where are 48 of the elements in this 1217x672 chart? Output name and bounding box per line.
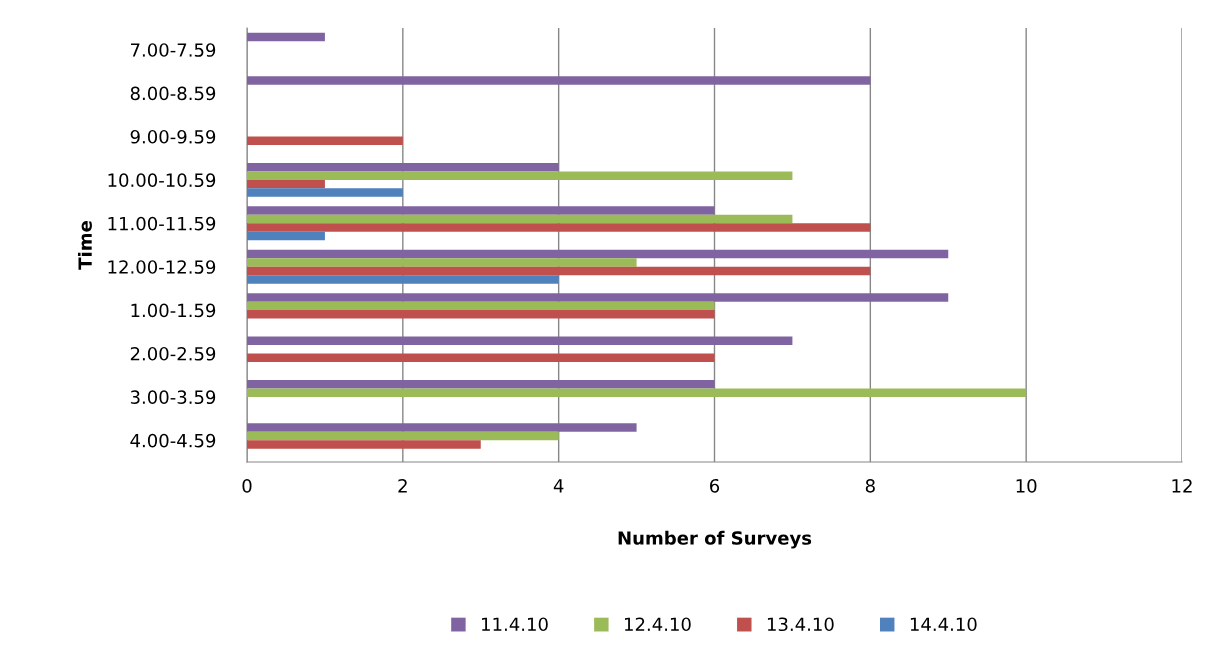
x-axis-title: Number of Surveys (618, 530, 812, 549)
bar (247, 336, 793, 346)
y-tick-label: 7.00-7.59 (131, 43, 216, 57)
y-tick-label: 4.00-4.59 (130, 433, 216, 448)
bar (247, 136, 403, 145)
bar (247, 223, 871, 232)
bar (247, 275, 559, 284)
legend-label: 13.4.10 (767, 617, 834, 632)
legend-label: 11.4.10 (482, 617, 548, 632)
bar (247, 76, 871, 85)
bar (247, 388, 1027, 397)
x-tick-label: 10 (1016, 478, 1037, 493)
bar (247, 188, 403, 197)
y-tick-label: 9.00-9.59 (130, 129, 216, 144)
bar (247, 231, 325, 241)
bar (247, 431, 559, 441)
y-tick-label: 11.00-11.59 (108, 216, 216, 231)
legend-label: 12.4.10 (625, 617, 691, 632)
bar (247, 301, 715, 311)
bar (247, 379, 715, 389)
bar (247, 249, 949, 259)
bar (247, 293, 949, 302)
y-tick-label: 8.00-8.59 (130, 86, 216, 101)
y-tick-label: 3.00-3.59 (130, 390, 216, 405)
bar (247, 353, 715, 362)
x-tick-label: 8 (865, 478, 875, 493)
bar (247, 171, 793, 180)
bar (247, 32, 325, 42)
y-tick-label: 10.00-10.59 (108, 173, 216, 188)
y-axis-title: Time (77, 221, 92, 270)
x-tick-label: 12 (1172, 478, 1192, 493)
bar (247, 206, 715, 215)
bar (247, 310, 715, 319)
y-tick-label: 12.00-12.59 (108, 260, 216, 274)
bar (247, 214, 793, 224)
bar (247, 423, 637, 432)
x-tick-label: 4 (553, 479, 564, 493)
bar (247, 162, 559, 172)
x-tick-label: 2 (398, 478, 407, 493)
legend-label: 14.4.10 (910, 617, 977, 632)
bar (247, 258, 637, 267)
x-tick-label: 0 (242, 478, 252, 493)
x-tick-label: 6 (710, 478, 720, 493)
y-tick-label: 2.00-2.59 (130, 346, 216, 361)
bar (247, 266, 871, 276)
y-tick-label: 1.00-1.59 (131, 303, 216, 318)
bar (247, 179, 325, 189)
bar (247, 440, 481, 449)
